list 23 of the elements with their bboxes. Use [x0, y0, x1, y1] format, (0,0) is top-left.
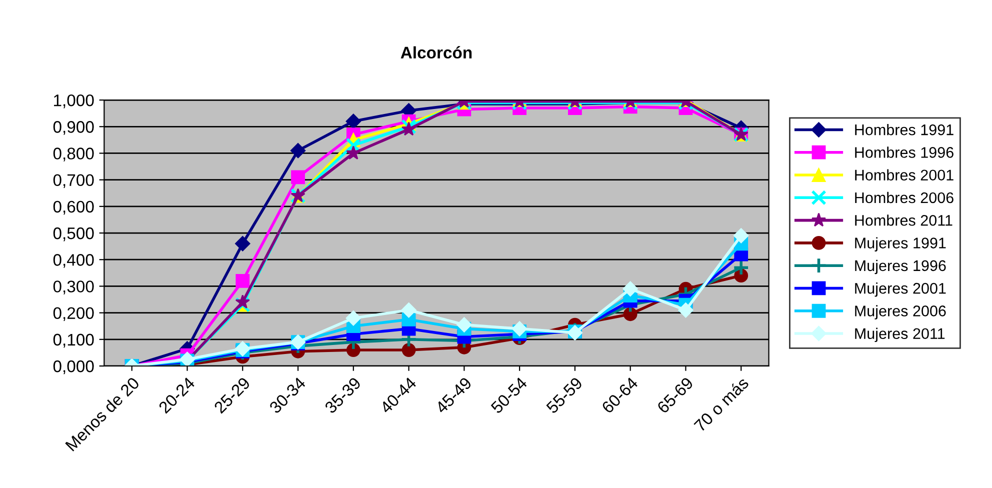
- legend-label: Mujeres 1991: [855, 237, 946, 252]
- y-tick-label: 0,200: [53, 307, 94, 321]
- y-tick-label: 0,000: [53, 360, 94, 374]
- legend-label: Mujeres 2011: [855, 328, 945, 342]
- y-tick-label: 1,000: [54, 94, 94, 108]
- y-tick-label: 0,400: [53, 254, 94, 268]
- legend-label: Hombres 2001: [855, 169, 954, 181]
- y-tick-label: 0,700: [53, 174, 94, 188]
- legend-label: Hombres 1991: [855, 124, 954, 136]
- legend-label: Hombres 2011: [855, 214, 952, 226]
- legend-label: Mujeres 1996: [855, 260, 946, 274]
- y-tick-label: 0,900: [53, 121, 94, 135]
- x-tick-label: 70 o más: [693, 376, 750, 432]
- y-tick-label: 0,300: [53, 280, 94, 294]
- legend-label: Hombres 1996: [855, 146, 954, 158]
- y-tick-label: 0,600: [53, 200, 94, 215]
- legend-label: Mujeres 2006: [855, 305, 946, 320]
- legend-label: Mujeres 2001: [855, 282, 946, 297]
- y-tick-label: 0,500: [53, 227, 94, 242]
- y-tick-label: 0,800: [53, 148, 94, 162]
- y-tick-label: 0,100: [53, 334, 94, 348]
- legend-label: Hombres 2006: [855, 192, 954, 204]
- chart-title: Alcorcón: [400, 46, 472, 59]
